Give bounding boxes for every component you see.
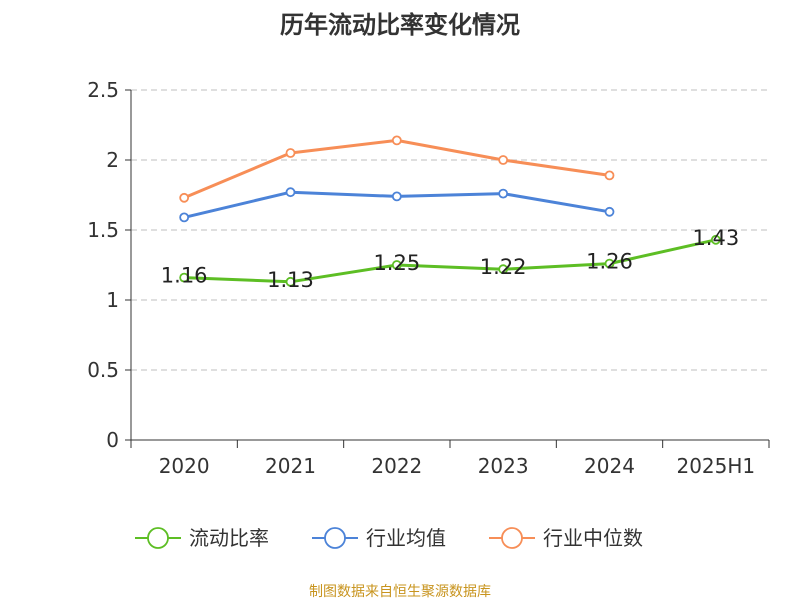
legend-label: 流动比率 [189,526,269,550]
x-tick-label: 2022 [371,454,422,478]
legend-item: 流动比率 [135,526,269,550]
series-0 [179,234,721,287]
x-tick-label: 2024 [584,454,635,478]
data-point [285,148,296,158]
y-tick-label: 2.5 [87,78,119,102]
data-point [285,276,296,287]
data-label: 1.22 [480,255,527,279]
series-line [183,138,610,200]
data-point [179,192,190,203]
axes: 0 0.5 1 1.5 2 2.5 2020 2021 2022 2023 2024 2025H1 [87,78,770,478]
series-line [184,238,717,284]
data-point [391,135,402,146]
data-point [498,264,509,275]
series-2 [179,135,615,203]
data-labels: 1.16 1.13 1.25 1.22 1.26 1.43 [161,226,739,292]
data-point [710,234,721,245]
chart-title: 历年流动比率变化情况 [280,11,520,39]
data-label: 1.25 [373,251,420,275]
data-point [179,212,190,223]
y-tick-label: 0 [106,428,119,452]
y-tick-label: 0.5 [87,358,119,382]
legend-item: 行业中位数 [489,526,643,550]
data-point [604,206,615,217]
x-tick-label: 2023 [478,454,529,478]
y-tick-label: 1 [106,288,119,312]
legend-item: 行业均值 [312,526,446,550]
data-point [604,170,615,181]
data-point [498,155,509,165]
data-point [604,258,615,269]
series-layer [179,135,721,287]
data-point [498,188,509,199]
legend-label: 行业均值 [366,526,446,550]
x-tick-label: 2021 [265,454,316,478]
legend: 流动比率 行业均值 行业中位数 [135,526,643,550]
legend-marker [324,527,346,549]
data-label: 1.13 [267,268,314,292]
data-point [285,187,296,198]
y-tick-label: 1.5 [87,218,119,242]
data-label: 1.26 [586,250,633,274]
data-point [179,272,190,283]
legend-marker [147,527,169,549]
x-tick-label: 2025H1 [676,454,755,478]
source-note: 制图数据来自恒生聚源数据库 [309,584,491,600]
x-tick-label: 2020 [159,454,210,478]
data-label: 1.43 [692,226,739,250]
data-point [391,260,402,270]
y-tick-label: 2 [106,148,119,172]
series-1 [179,187,615,223]
legend-label: 行业中位数 [543,526,643,550]
legend-marker [501,527,523,549]
data-label: 1.16 [161,264,208,288]
data-point [391,191,402,202]
grid [131,89,769,371]
